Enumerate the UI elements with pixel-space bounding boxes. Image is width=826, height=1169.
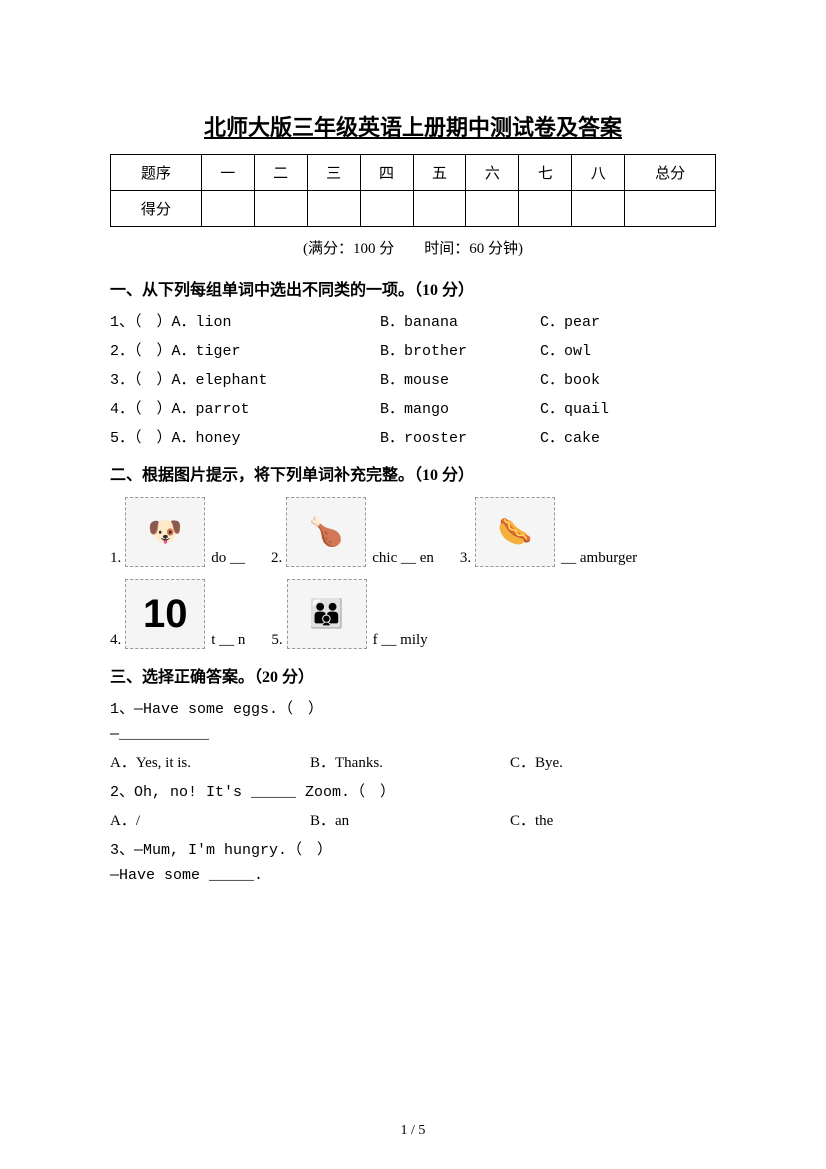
fill-word: do __ bbox=[211, 550, 245, 567]
opt bbox=[220, 339, 380, 360]
chicken-icon: 🍗 bbox=[286, 497, 366, 567]
score-cell bbox=[307, 191, 360, 227]
q-stem: 5．（ ）A．honey bbox=[110, 426, 220, 447]
s2-row1: 1. 🐶 do __ 2. 🍗 chic __ en 3. 🌭 __ ambur… bbox=[110, 497, 716, 567]
fill-num: 1. bbox=[110, 550, 121, 567]
opt-b: B．mouse bbox=[380, 368, 540, 389]
score-cell bbox=[625, 191, 716, 227]
opt-a: A．Yes, it is. bbox=[110, 751, 310, 772]
fill-item: 2. 🍗 chic __ en bbox=[271, 497, 452, 567]
s3-q1-opts: A．Yes, it is. B．Thanks. C．Bye. bbox=[110, 751, 716, 772]
opt-c: C．book bbox=[540, 368, 680, 389]
fill-word: chic __ en bbox=[372, 550, 434, 567]
s3-q1-line1: 1、—Have some eggs.（ ） bbox=[110, 697, 716, 718]
fill-word: t __ n bbox=[211, 632, 245, 649]
col-header: 二 bbox=[254, 155, 307, 191]
opt-b: B．an bbox=[310, 809, 510, 830]
s3-q3-line2: —Have some _____. bbox=[110, 867, 716, 884]
s1-q1: 1、（ ）A．lion B．banana C．pear bbox=[110, 310, 716, 331]
score-cell bbox=[466, 191, 519, 227]
opt bbox=[220, 368, 380, 389]
opt-c: C．pear bbox=[540, 310, 680, 331]
s1-q3: 3．（ ）A．elephant B．mouse C．book bbox=[110, 368, 716, 389]
opt-c: C．quail bbox=[540, 397, 680, 418]
q-stem: 1、（ ）A．lion bbox=[110, 310, 220, 331]
score-cell bbox=[519, 191, 572, 227]
col-header: 六 bbox=[466, 155, 519, 191]
col-header: 八 bbox=[572, 155, 625, 191]
fill-item: 1. 🐶 do __ bbox=[110, 497, 263, 567]
col-header: 七 bbox=[519, 155, 572, 191]
col-header: 四 bbox=[360, 155, 413, 191]
family-icon: 👪 bbox=[287, 579, 367, 649]
opt-c: C．Bye. bbox=[510, 751, 670, 772]
s1-q2: 2．（ ）A．tiger B．brother C．owl bbox=[110, 339, 716, 360]
score-cell bbox=[413, 191, 466, 227]
col-header: 五 bbox=[413, 155, 466, 191]
s1-q4: 4．（ ）A．parrot B．mango C．quail bbox=[110, 397, 716, 418]
fill-num: 3. bbox=[460, 550, 471, 567]
fill-item: 4. 10 t __ n bbox=[110, 579, 263, 649]
score-table: 题序 一 二 三 四 五 六 七 八 总分 得分 bbox=[110, 154, 716, 227]
opt-b: B．banana bbox=[380, 310, 540, 331]
ten-icon: 10 bbox=[125, 579, 205, 649]
exam-meta: (满分：100 分 时间：60 分钟) bbox=[110, 237, 716, 258]
opt-c: C．the bbox=[510, 809, 670, 830]
q-stem: 2．（ ）A．tiger bbox=[110, 339, 220, 360]
fill-item: 5. 👪 f __ mily bbox=[271, 579, 445, 649]
score-cell bbox=[254, 191, 307, 227]
row-label: 题序 bbox=[111, 155, 202, 191]
opt bbox=[220, 310, 380, 331]
s3-q2-line: 2、Oh, no! It's _____ Zoom.（ ） bbox=[110, 780, 716, 801]
s1-q5: 5．（ ）A．honey B．rooster C．cake bbox=[110, 426, 716, 447]
fill-item: 3. 🌭 __ amburger bbox=[460, 497, 655, 567]
opt-c: C．owl bbox=[540, 339, 680, 360]
opt-b: B．rooster bbox=[380, 426, 540, 447]
q-stem: 3．（ ）A．elephant bbox=[110, 368, 220, 389]
opt-b: B．Thanks. bbox=[310, 751, 510, 772]
opt bbox=[220, 397, 380, 418]
opt-b: B．mango bbox=[380, 397, 540, 418]
fill-word: __ amburger bbox=[561, 550, 637, 567]
s3-q3-line1: 3、—Mum, I'm hungry.（ ） bbox=[110, 838, 716, 859]
page-title: 北师大版三年级英语上册期中测试卷及答案 bbox=[110, 110, 716, 142]
section1-header: 一、从下列每组单词中选出不同类的一项。（10 分） bbox=[110, 276, 716, 300]
score-cell bbox=[360, 191, 413, 227]
opt bbox=[220, 426, 380, 447]
table-row: 题序 一 二 三 四 五 六 七 八 总分 bbox=[111, 155, 716, 191]
hamburger-icon: 🌭 bbox=[475, 497, 555, 567]
fill-num: 2. bbox=[271, 550, 282, 567]
col-header: 一 bbox=[201, 155, 254, 191]
fill-word: f __ mily bbox=[373, 632, 428, 649]
s3-q1-line2: —__________ bbox=[110, 726, 716, 743]
q-stem: 4．（ ）A．parrot bbox=[110, 397, 220, 418]
fill-num: 4. bbox=[110, 632, 121, 649]
row-label: 得分 bbox=[111, 191, 202, 227]
opt-a: A．/ bbox=[110, 809, 310, 830]
section2-header: 二、根据图片提示，将下列单词补充完整。（10 分） bbox=[110, 461, 716, 485]
dog-icon: 🐶 bbox=[125, 497, 205, 567]
opt-b: B．brother bbox=[380, 339, 540, 360]
page-number: 1 / 5 bbox=[0, 1123, 826, 1139]
col-total: 总分 bbox=[625, 155, 716, 191]
opt-c: C．cake bbox=[540, 426, 680, 447]
table-row: 得分 bbox=[111, 191, 716, 227]
score-cell bbox=[572, 191, 625, 227]
score-cell bbox=[201, 191, 254, 227]
col-header: 三 bbox=[307, 155, 360, 191]
fill-num: 5. bbox=[271, 632, 282, 649]
section3-header: 三、选择正确答案。（20 分） bbox=[110, 663, 716, 687]
s3-q2-opts: A．/ B．an C．the bbox=[110, 809, 716, 830]
s2-row2: 4. 10 t __ n 5. 👪 f __ mily bbox=[110, 579, 716, 649]
